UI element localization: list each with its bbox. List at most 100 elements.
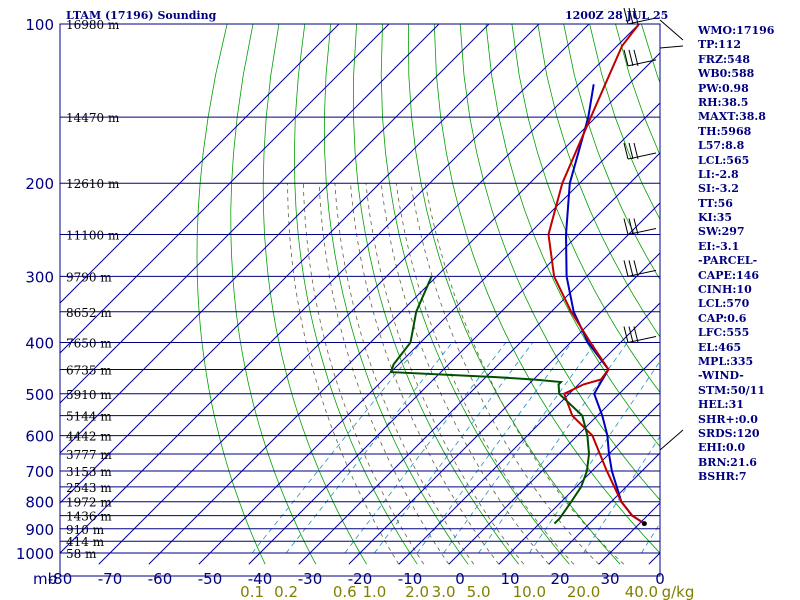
pressure-tick-label: 800 (25, 494, 54, 512)
index-item: -PARCEL- (698, 254, 758, 268)
mixing-ratio-label: 10.0 (513, 583, 546, 600)
isotherm (148, 52, 660, 565)
wind-barb-flag (628, 142, 634, 160)
dry-adiabat (230, 24, 317, 565)
wind-barb-flag (628, 218, 634, 235)
moist-adiabat (395, 183, 575, 565)
temperature-tick-label: -10 (398, 570, 423, 588)
wind-barb-flag (623, 260, 629, 277)
pressure-tick-label: 200 (25, 175, 54, 193)
moist-adiabat (365, 183, 525, 565)
dry-adiabat (293, 24, 418, 565)
moist-adiabat (303, 183, 425, 565)
pressure-unit-label: mb (33, 570, 57, 588)
index-item: LCL:570 (698, 297, 750, 311)
isotherm (398, 302, 660, 565)
wind-barb-flag (633, 260, 639, 277)
index-item: EL:465 (698, 340, 742, 354)
mixing-ratio-label: 0.6 (333, 583, 357, 600)
mixing-ratio-label: 40.0 (625, 583, 658, 600)
pressure-tick-label: 700 (25, 463, 54, 481)
height-label: 1972 m (66, 496, 112, 510)
height-label: 7650 m (66, 337, 112, 351)
mixing-ratio-label: 2.0 (405, 583, 429, 600)
mixing-ratio-line (528, 360, 660, 554)
wind-barb-flag (633, 49, 639, 67)
mixing-ratio-label: 20.0 (567, 583, 600, 600)
plot-frame (59, 23, 661, 577)
isotherm (60, 24, 490, 454)
mixing-ratio-label: 3.0 (432, 583, 456, 600)
moist-adiabat (380, 183, 550, 565)
pressure-tick-label: 400 (25, 335, 54, 353)
leader-line (659, 429, 684, 451)
temperature-tick-label: -70 (98, 570, 123, 588)
height-label: 1436 m (66, 510, 112, 524)
wind-barb-flag (628, 326, 634, 343)
profile-layer (389, 24, 647, 527)
pressure-tick-label: 500 (25, 386, 54, 404)
index-item: SW:297 (698, 225, 745, 239)
temperature-tick-label: -50 (198, 570, 223, 588)
index-item: CAP:0.6 (698, 311, 747, 325)
height-label: 14470 m (66, 111, 120, 125)
isotherm (298, 202, 660, 565)
index-item: KI:35 (698, 211, 733, 225)
index-item: MPL:335 (698, 354, 754, 368)
isotherm (60, 24, 340, 304)
temperature-tick-label: -60 (148, 570, 173, 588)
dry-adiabat (262, 24, 367, 565)
index-item: STM:50/11 (698, 383, 765, 397)
height-label: 8652 m (66, 306, 112, 320)
chart-datetime: 1200Z 28 JUL 25 (565, 9, 669, 22)
moist-adiabat (410, 183, 600, 565)
height-label: 11100 m (66, 229, 120, 243)
index-item: FRZ:548 (698, 52, 751, 66)
mixing-ratio-unit-label: g/kg (662, 583, 695, 600)
moist-adiabat (350, 183, 500, 565)
index-item: L57:8.8 (698, 139, 745, 153)
moist-adiabat (318, 183, 450, 565)
mixing-ratio-label: 0.2 (274, 583, 298, 600)
surface-marker (641, 521, 647, 527)
dry-adiabat (323, 24, 469, 565)
moist-adiabat (424, 183, 625, 565)
dry-adiabat (459, 24, 660, 501)
indices-panel: WMO:17196 TP:112 FRZ:548 WB0:588 PW:0.98 RH:3… (698, 24, 798, 485)
leader-line (659, 19, 684, 41)
isotherm (60, 24, 390, 354)
isotherm (98, 24, 640, 565)
height-label: 2543 m (66, 481, 112, 495)
dewpoint-line (389, 276, 591, 525)
pressure-tick-label: 100 (25, 16, 54, 34)
pressure-tick-label: 300 (25, 268, 54, 286)
index-item: CAPE:146 (698, 268, 759, 282)
index-item: -WIND- (698, 369, 744, 383)
height-label: 910 m (66, 523, 105, 537)
height-label: 5144 m (66, 410, 112, 424)
moist-adiabat (334, 183, 475, 565)
temperature-line (547, 24, 645, 525)
pressure-tick-label: 900 (25, 521, 54, 539)
mixing-ratio-line (344, 342, 507, 554)
index-item: LFC:555 (698, 326, 750, 340)
dry-adiabat (433, 24, 660, 554)
wind-barb-column (623, 7, 684, 500)
height-label: 6735 m (66, 364, 112, 378)
pressure-tick-label: 600 (25, 428, 54, 446)
height-label: 12610 m (66, 177, 120, 191)
isotherm (60, 24, 440, 404)
dry-adiabat (408, 24, 621, 565)
dry-adiabat (537, 24, 660, 338)
height-label: 9790 m (66, 270, 112, 284)
moist-adiabat (287, 183, 400, 565)
index-item: EI:-3.1 (698, 239, 740, 253)
height-label: 5910 m (66, 388, 112, 402)
mixing-ratio-line (416, 342, 572, 554)
wind-barb-flag (628, 7, 634, 25)
temperature-tick-label: -40 (248, 570, 273, 588)
index-item: EHI:0.0 (698, 441, 746, 455)
mixing-ratio-label: 0.1 (240, 583, 264, 600)
index-item: HEL:31 (698, 398, 744, 412)
